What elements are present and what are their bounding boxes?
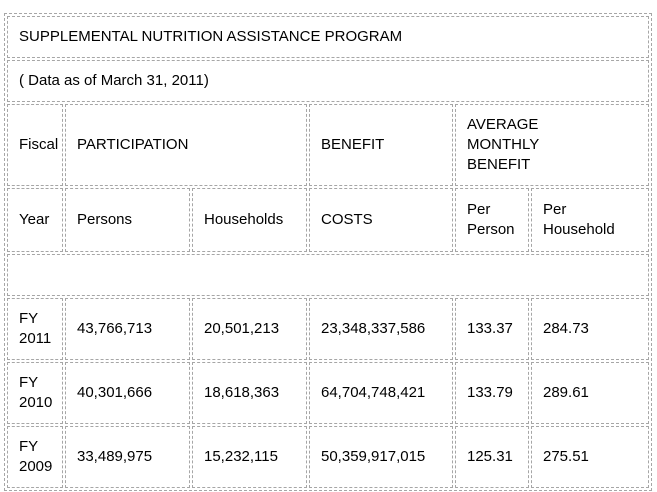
column-header-year: Year: [7, 188, 63, 252]
per-household-cell: 289.61: [531, 362, 649, 424]
column-header-per-person: Per Person: [455, 188, 529, 252]
households-cell: 15,232,115: [192, 426, 307, 488]
per-person-cell: 125.31: [455, 426, 529, 488]
persons-cell: 33,489,975: [65, 426, 190, 488]
subtitle-row: ( Data as of March 31, 2011): [7, 60, 649, 102]
households-cell: 20,501,213: [192, 298, 307, 360]
title-row: SUPPLEMENTAL NUTRITION ASSISTANCE PROGRA…: [7, 16, 649, 58]
header-group-row: Fiscal PARTICIPATION BENEFIT AVERAGE MON…: [7, 104, 649, 186]
table-row: FY 2010 40,301,666 18,618,363 64,704,748…: [7, 362, 649, 424]
column-header-per-person-label: Per Person: [467, 201, 515, 238]
persons-cell: 43,766,713: [65, 298, 190, 360]
table-row: FY 2009 33,489,975 15,232,115 50,359,917…: [7, 426, 649, 488]
per-household-cell: 275.51: [531, 426, 649, 488]
benefit-costs-cell: 50,359,917,015: [309, 426, 453, 488]
snap-data-table: SUPPLEMENTAL NUTRITION ASSISTANCE PROGRA…: [4, 13, 652, 491]
fiscal-year-cell: FY 2010: [7, 362, 63, 424]
column-header-persons: Persons: [65, 188, 190, 252]
table-row: FY 2011 43,766,713 20,501,213 23,348,337…: [7, 298, 649, 360]
header-participation: PARTICIPATION: [65, 104, 307, 186]
spacer-cell: [7, 254, 649, 296]
spacer-row: [7, 254, 649, 296]
per-household-cell: 284.73: [531, 298, 649, 360]
persons-cell: 40,301,666: [65, 362, 190, 424]
header-avg-monthly-benefit-label: AVERAGE MONTHLY BENEFIT: [467, 116, 539, 173]
per-person-cell: 133.37: [455, 298, 529, 360]
households-cell: 18,618,363: [192, 362, 307, 424]
column-header-per-household-label: Per Household: [543, 201, 615, 238]
table-title: SUPPLEMENTAL NUTRITION ASSISTANCE PROGRA…: [7, 16, 649, 58]
fiscal-year-cell: FY 2011: [7, 298, 63, 360]
benefit-costs-cell: 64,704,748,421: [309, 362, 453, 424]
header-avg-monthly-benefit: AVERAGE MONTHLY BENEFIT: [455, 104, 649, 186]
fiscal-year-cell: FY 2009: [7, 426, 63, 488]
table-subtitle: ( Data as of March 31, 2011): [7, 60, 649, 102]
column-header-per-household: Per Household: [531, 188, 649, 252]
column-header-households: Households: [192, 188, 307, 252]
column-header-costs: COSTS: [309, 188, 453, 252]
header-benefit: BENEFIT: [309, 104, 453, 186]
header-fiscal: Fiscal: [7, 104, 63, 186]
per-person-cell: 133.79: [455, 362, 529, 424]
benefit-costs-cell: 23,348,337,586: [309, 298, 453, 360]
column-header-row: Year Persons Households COSTS Per Person…: [7, 188, 649, 252]
